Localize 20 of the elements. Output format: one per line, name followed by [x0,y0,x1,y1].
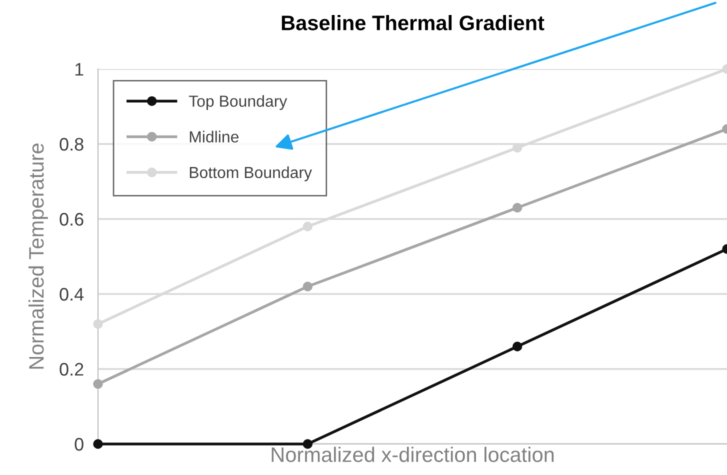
point [512,142,522,153]
y-tick-label: 0.2 [60,362,84,376]
point [302,222,313,232]
y-tick-label: 1 [75,63,84,76]
point [93,319,103,329]
legend-label: Top Boundary [188,95,288,110]
legend-label: Midline [190,130,238,142]
y-tick-label: 0 [74,438,84,451]
y-tick-label: 0.8 [60,138,84,151]
chart-title: Baseline Thermal Gradient [282,15,544,30]
point [93,439,103,449]
point [512,202,522,213]
legend-label: Bottom Boundary [190,166,312,182]
y-tick-label: 0.6 [60,212,84,226]
x-axis-title: Normalized x-direction location [272,446,554,462]
y-axis-title: Normalized Temperature [28,144,48,369]
y-tick-label: 0.4 [60,288,84,301]
point [93,379,103,389]
point [302,282,313,292]
point [512,342,522,352]
